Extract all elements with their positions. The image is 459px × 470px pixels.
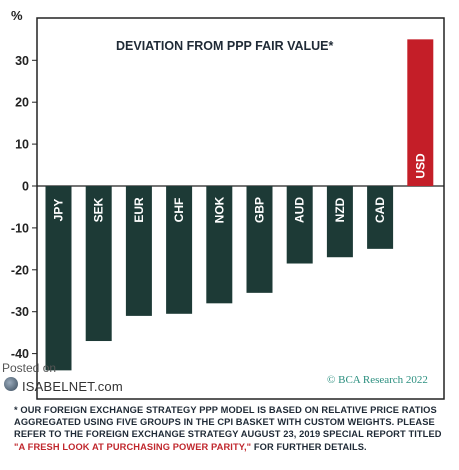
chart-title: DEVIATION FROM PPP FAIR VALUE* bbox=[116, 39, 334, 53]
bar-chart: % DEVIATION FROM PPP FAIR VALUE* -40-30-… bbox=[11, 8, 445, 400]
y-tick-label: -40 bbox=[11, 347, 29, 361]
y-tick-label: 10 bbox=[15, 138, 29, 152]
footnote-text: * OUR FOREIGN EXCHANGE STRATEGY PPP MODE… bbox=[14, 405, 442, 440]
bar-label-nok: NOK bbox=[212, 196, 226, 223]
bar-chf bbox=[166, 186, 193, 314]
y-tick-label: -30 bbox=[11, 305, 29, 319]
credit-text: © BCA Research 2022 bbox=[327, 374, 428, 386]
bar-label-chf: CHF bbox=[172, 198, 186, 223]
bar-usd bbox=[407, 39, 434, 186]
bar-gbp bbox=[246, 186, 273, 293]
y-tick-label: -20 bbox=[11, 263, 29, 277]
bar-nok bbox=[206, 186, 233, 304]
bar-label-aud: AUD bbox=[293, 197, 307, 223]
bar-nzd bbox=[326, 186, 353, 258]
bars-group: JPY SEK EUR CHF NOK GBP AUD NZD CAD USD bbox=[45, 39, 434, 371]
y-tick-label: 0 bbox=[22, 180, 29, 194]
bar-eur bbox=[125, 186, 152, 316]
bar-label-cad: CAD bbox=[373, 197, 387, 223]
bar-label-usd: USD bbox=[413, 153, 427, 179]
plot-frame bbox=[36, 17, 445, 400]
watermark-line1: Posted on bbox=[2, 361, 57, 375]
y-axis-label: % bbox=[11, 8, 23, 23]
bar-sek bbox=[85, 186, 112, 342]
footnote-link[interactable]: "A FRESH LOOK AT PURCHASING POWER PARITY… bbox=[14, 441, 252, 452]
bar-label-jpy: JPY bbox=[52, 199, 66, 222]
watermark: Posted on ISABELNET.com bbox=[0, 361, 140, 401]
watermark-line2: ISABELNET.com bbox=[22, 379, 123, 394]
y-axis-ticks: -40 -30 -20 -10 0 10 20 30 bbox=[11, 54, 37, 361]
footnote-text-end: FOR FURTHER DETAILS. bbox=[251, 441, 367, 452]
bar-label-eur: EUR bbox=[132, 197, 146, 223]
bar-cad bbox=[367, 186, 394, 249]
bar-jpy bbox=[45, 186, 72, 371]
globe-icon bbox=[4, 377, 18, 391]
footnote: * OUR FOREIGN EXCHANGE STRATEGY PPP MODE… bbox=[14, 404, 444, 453]
bar-aud bbox=[286, 186, 313, 264]
y-tick-label: -10 bbox=[11, 221, 29, 235]
y-tick-label: 20 bbox=[15, 96, 29, 110]
bar-label-nzd: NZD bbox=[333, 197, 347, 222]
bar-label-gbp: GBP bbox=[253, 197, 267, 223]
y-tick-label: 30 bbox=[15, 54, 29, 68]
bar-label-sek: SEK bbox=[92, 197, 106, 222]
